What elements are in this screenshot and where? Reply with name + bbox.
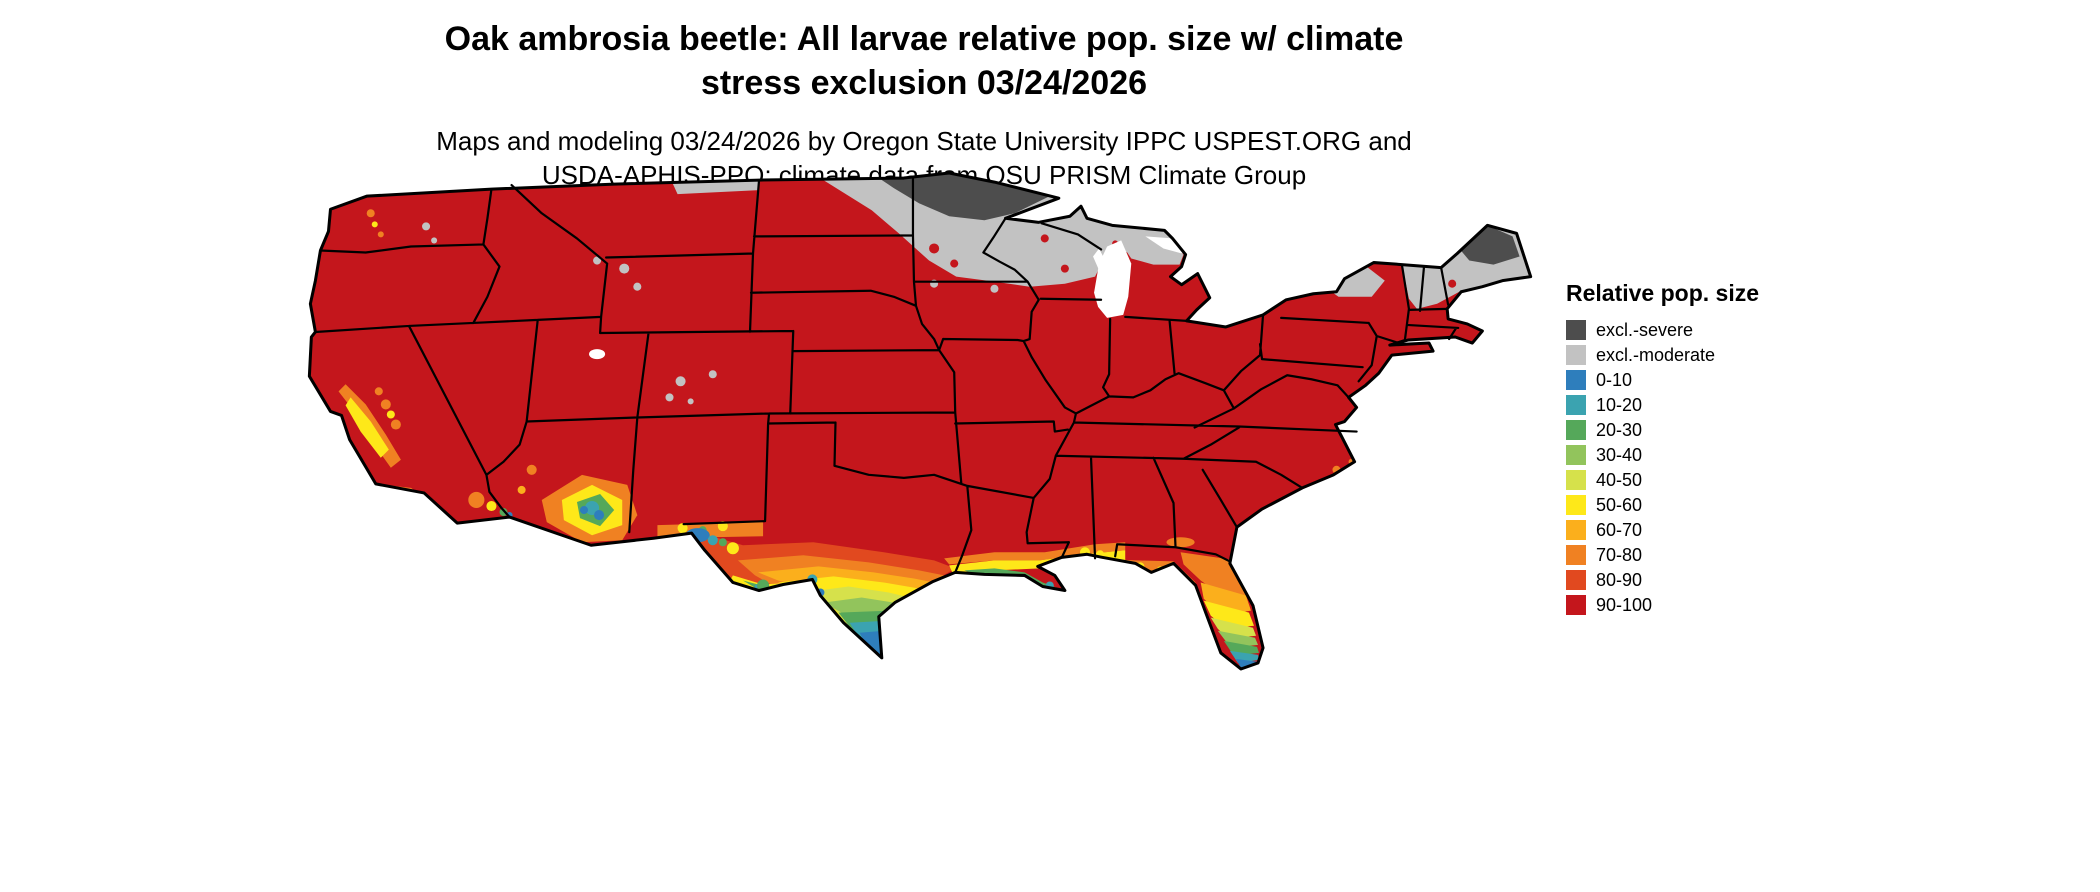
legend-swatch	[1566, 469, 1586, 490]
lake-huron	[1145, 236, 1186, 255]
legend-label: 60-70	[1596, 519, 1643, 540]
legend-label: excl.-severe	[1596, 319, 1694, 340]
state-borders	[314, 176, 1460, 574]
title-line-1: Oak ambrosia beetle: All larvae relative…	[444, 20, 1404, 58]
legend-row: 60-70	[1566, 517, 1826, 542]
subtitle-line-1: Maps and modeling 03/24/2026 by Oregon S…	[436, 126, 1412, 157]
legend-row: 50-60	[1566, 492, 1826, 517]
green-bay	[1093, 248, 1108, 273]
legend-row: 70-80	[1566, 542, 1826, 567]
legend-swatch	[1566, 519, 1586, 540]
legend-row: 30-40	[1566, 442, 1826, 467]
legend-swatch	[1566, 594, 1586, 615]
legend-label: 90-100	[1596, 594, 1653, 615]
legend-swatch	[1566, 569, 1586, 590]
legend-row: 20-30	[1566, 417, 1826, 442]
lakes	[589, 236, 1186, 360]
legend-row: 40-50	[1566, 467, 1826, 492]
great-salt-lake	[589, 349, 606, 360]
legend-label: 80-90	[1596, 569, 1643, 590]
legend-label: 30-40	[1596, 444, 1643, 465]
legend-swatch	[1566, 319, 1586, 340]
page-title: Oak ambrosia beetle: All larvae relative…	[0, 18, 1848, 105]
legend-swatch	[1566, 369, 1586, 390]
legend-row: 80-90	[1566, 567, 1826, 592]
legend-swatch	[1566, 394, 1586, 415]
header: Oak ambrosia beetle: All larvae relative…	[0, 18, 1848, 193]
legend-row: excl.-severe	[1566, 317, 1826, 342]
legend-swatch	[1566, 344, 1586, 365]
legend-row: excl.-moderate	[1566, 342, 1826, 367]
legend-label: 10-20	[1596, 394, 1643, 415]
raster-excl-severe-regions	[878, 173, 1520, 265]
legend-label: 50-60	[1596, 494, 1643, 515]
legend-label: 70-80	[1596, 544, 1643, 565]
legend-items: excl.-severe excl.-moderate 0-10 10-20 20-30…	[1566, 317, 1826, 617]
legend-swatch	[1566, 444, 1586, 465]
title-line-2: stress exclusion 03/24/2026	[700, 63, 1148, 102]
us-choropleth-map	[290, 168, 1548, 671]
legend-row: 90-100	[1566, 592, 1826, 617]
legend-label: excl.-moderate	[1596, 344, 1716, 365]
legend-swatch	[1566, 544, 1586, 565]
legend-title: Relative pop. size	[1566, 280, 1760, 306]
legend-swatch	[1566, 494, 1586, 515]
legend-label: 40-50	[1596, 469, 1643, 490]
legend-label: 20-30	[1596, 419, 1643, 440]
raster-layer	[309, 173, 1531, 669]
legend: Relative pop. size excl.-severe excl.-mod…	[1566, 280, 1826, 617]
legend-row: 10-20	[1566, 392, 1826, 417]
raster-arizona-mottle	[517, 464, 638, 543]
legend-label: 0-10	[1596, 369, 1633, 390]
us-map-svg	[307, 171, 1533, 671]
legend-swatch	[1566, 419, 1586, 440]
legend-row: 0-10	[1566, 367, 1826, 392]
us-outline	[307, 171, 1533, 671]
